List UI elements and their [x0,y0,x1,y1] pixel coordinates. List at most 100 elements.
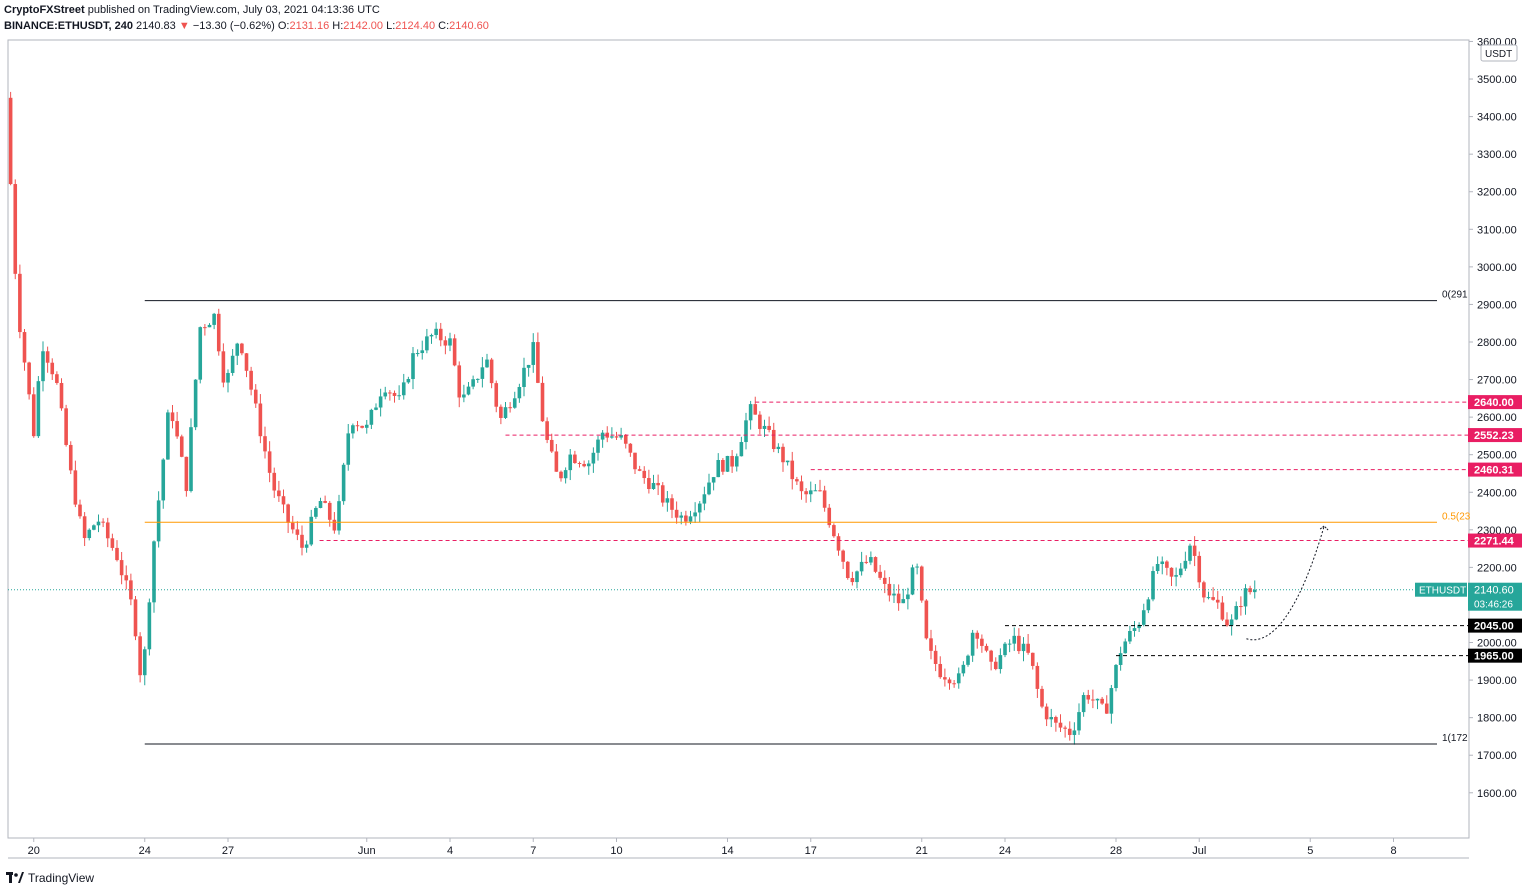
symbol-title: BINANCE:ETHUSDT, 240 [4,20,133,32]
candle-body [110,538,115,548]
x-tick-label: Jun [358,845,376,857]
candle-body [1215,599,1220,603]
candle-body [915,566,919,568]
candle-body [295,529,300,535]
candle-body [596,439,600,453]
candle-body [68,444,73,471]
candle-body [952,683,956,685]
x-tick-label: 20 [28,845,40,857]
candle-body [355,425,360,427]
candle-body [762,425,767,429]
candle-body [1183,560,1188,569]
candle-body [748,404,753,421]
candle-body [499,406,503,418]
candle-body [1049,717,1054,720]
candle-body [1123,641,1128,654]
open-value: 2131.16 [289,20,330,32]
candle-body [45,351,50,363]
candle-body [415,353,420,355]
candle-body [989,650,993,662]
candle-body [1030,652,1035,666]
candle-body [771,429,776,450]
candle-body [910,567,915,595]
candle-body [1100,698,1104,704]
x-tick-label: 28 [1110,845,1122,857]
candle-body [1211,597,1215,600]
resistance-price-label: 2552.23 [1474,430,1514,442]
x-tick-label: 10 [610,845,622,857]
candle-body [1234,606,1239,620]
x-tick-label: 8 [1390,845,1396,857]
candle-body [1252,589,1257,593]
candle-body [1132,628,1137,631]
y-tick-label: 2000.00 [1477,638,1517,650]
candle-body [651,482,656,490]
candle-body [975,632,980,639]
low-value: 2124.40 [395,20,436,32]
candle-body [346,433,351,465]
candle-body [739,442,744,457]
candle-body [1188,545,1192,561]
y-tick-label: 2900.00 [1477,299,1517,311]
candle-body [554,451,559,472]
candle-body [203,327,207,329]
candle-body [36,381,41,437]
candle-body [193,379,198,428]
candle-body [327,502,332,520]
candle-body [887,583,892,596]
candle-body [351,425,355,434]
candle-body [623,435,628,444]
x-tick-label: Jul [1192,845,1206,857]
candle-body [1151,571,1155,600]
candle-body [1128,630,1132,642]
candle-body [906,594,910,600]
candle-body [697,503,702,513]
candle-body [610,436,614,438]
candle-body [1104,703,1109,714]
candle-body [1141,610,1146,625]
candle-body [1192,545,1197,556]
candle-body [332,519,337,531]
y-tick-label: 3200.00 [1477,187,1517,199]
candle-body [179,436,184,457]
candle-body [734,456,739,467]
y-tick-label: 3000.00 [1477,262,1517,274]
candle-body [129,580,133,600]
candle-body [216,313,221,352]
candle-body [314,507,318,517]
candle-body [693,512,697,517]
candle-body [859,561,864,572]
symbol-tag [1415,582,1467,597]
candle-body [64,408,68,445]
candle-body [13,184,18,274]
candle-body [318,501,323,508]
candle-body [1081,695,1086,713]
candle-body [850,578,855,583]
candle-body [707,482,711,495]
footer-brand[interactable]: TradingView [6,871,94,885]
candle-body [263,436,267,452]
x-tick-label: 7 [530,845,536,857]
candle-body [8,97,13,185]
candle-body [59,382,64,409]
candle-body [1021,643,1026,652]
candle-body [184,456,189,492]
candle-body [1178,568,1183,576]
last-price-text: 2140.83 [136,20,176,32]
x-tick-label: 24 [999,845,1011,857]
y-tick-label: 1700.00 [1477,750,1517,762]
candle-body [55,374,59,383]
candle-body [425,336,429,351]
high-label: H: [332,20,344,32]
candle-body [161,459,166,501]
y-tick-label: 3100.00 [1477,224,1517,236]
candle-body [767,425,771,430]
y-tick-label: 2800.00 [1477,337,1517,349]
candle-body [18,273,22,333]
candle-body [753,404,758,415]
candle-body [443,340,448,346]
candle-body [300,534,304,548]
candle-body [508,407,512,409]
y-tick-label: 1800.00 [1477,713,1517,725]
